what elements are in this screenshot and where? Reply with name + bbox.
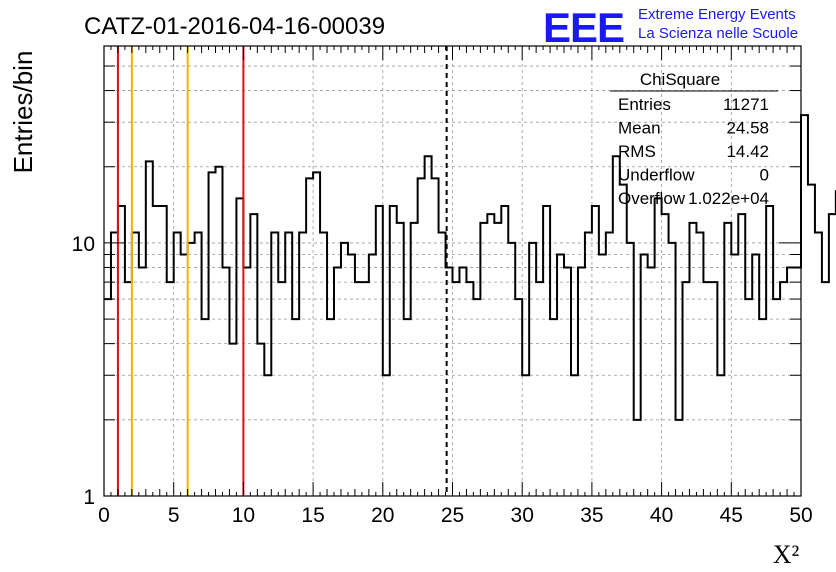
stats-value: 11271 [723, 95, 769, 114]
x-tick-label: 10 [232, 504, 255, 527]
logo-line-1: Extreme Energy Events [638, 6, 796, 23]
stats-label: Underflow [618, 166, 695, 185]
chart-title: CATZ-01-2016-04-16-00039 [84, 13, 385, 40]
y-tick-label: 10 [72, 233, 95, 256]
y-axis-label: Entries/bin [8, 51, 38, 174]
stats-label: Mean [618, 119, 661, 138]
x-tick-label: 50 [789, 504, 812, 527]
stats-label: Entries [618, 95, 671, 114]
stats-value: 24.58 [726, 119, 769, 138]
x-tick-label: 35 [580, 504, 603, 527]
logo-line-2: La Scienza nelle Scuole [638, 25, 798, 42]
x-tick-label: 30 [511, 504, 534, 527]
y-tick-label: 1 [83, 486, 95, 509]
stats-label: RMS [618, 142, 656, 161]
x-tick-label: 25 [441, 504, 464, 527]
x-tick-label: 45 [720, 504, 743, 527]
stats-value: 0 [760, 166, 769, 185]
logo-text: EEE [543, 4, 624, 51]
stats-value: 14.42 [726, 142, 769, 161]
x-tick-label: 5 [168, 504, 180, 527]
stats-label: Overflow [618, 189, 686, 208]
x-tick-label: 20 [371, 504, 394, 527]
x-axis-label: X² [773, 540, 800, 569]
x-tick-label: 15 [301, 504, 324, 527]
reference-lines [116, 46, 448, 496]
stats-box: ChiSquare Entries 11271 Mean 24.58 RMS 14.42 U… [610, 70, 778, 208]
eee-logo: EEE Extreme Energy Events La Scienza nel… [543, 4, 798, 51]
x-tick-label: 40 [650, 504, 673, 527]
axis-ticks: 0 5 10 15 20 25 30 35 40 45 50 1 10 [72, 46, 813, 527]
stats-rows: Entries 11271 Mean 24.58 RMS 14.42 Underflow 0 O… [618, 95, 769, 208]
x-tick-label: 0 [98, 504, 110, 527]
stats-value: 1.022e+04 [688, 189, 769, 208]
stats-title: ChiSquare [640, 70, 720, 89]
